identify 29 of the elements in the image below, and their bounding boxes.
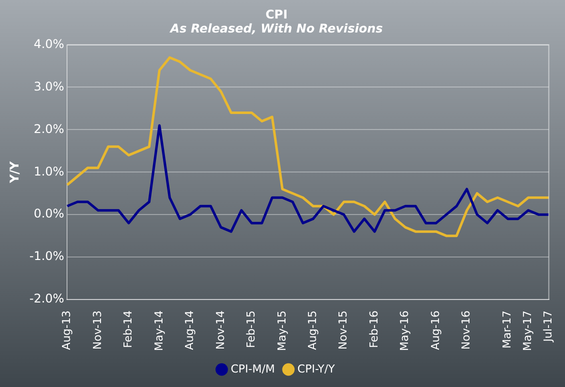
x-tick-label: Nov-13 <box>90 310 104 350</box>
x-tick-label: Aug-15 <box>306 310 319 350</box>
x-tick-label: May-14 <box>152 310 166 351</box>
y-tick-label: 2.0% <box>34 122 64 136</box>
y-tick-label: 3.0% <box>34 79 64 94</box>
chart-subtitle: As Released, With No Revisions <box>169 22 383 36</box>
y-axis-title: Y/Y <box>7 160 22 184</box>
x-tick-label: Aug-13 <box>60 310 74 350</box>
y-tick-label: -1.0% <box>29 249 64 264</box>
x-tick-label: Nov-16 <box>460 310 473 350</box>
x-tick-label: Jul-17 <box>542 310 555 343</box>
legend-label: CPI-M/M <box>230 362 275 376</box>
x-tick-label: Feb-16 <box>367 310 380 348</box>
x-tick-label: Aug-14 <box>183 310 196 350</box>
chart-title: CPI <box>265 7 288 22</box>
x-tick-label: Feb-15 <box>244 310 258 348</box>
x-tick-label: Nov-14 <box>214 310 227 350</box>
x-tick-label: Aug-16 <box>428 310 442 350</box>
legend-label: CPI-Y/Y <box>297 362 336 376</box>
x-tick-label: May-17 <box>521 310 534 351</box>
y-tick-label: -2.0% <box>29 292 64 306</box>
x-tick-label: May-16 <box>398 310 412 351</box>
x-tick-label: Nov-15 <box>336 310 350 350</box>
x-tick-label: Mar-17 <box>500 310 514 349</box>
x-tick-label: Feb-14 <box>122 310 135 348</box>
y-tick-label: 0.0% <box>34 206 64 221</box>
x-tick-label: May-15 <box>275 310 288 351</box>
y-tick-label: 4.0% <box>34 36 64 51</box>
y-tick-label: 1.0% <box>34 164 64 178</box>
